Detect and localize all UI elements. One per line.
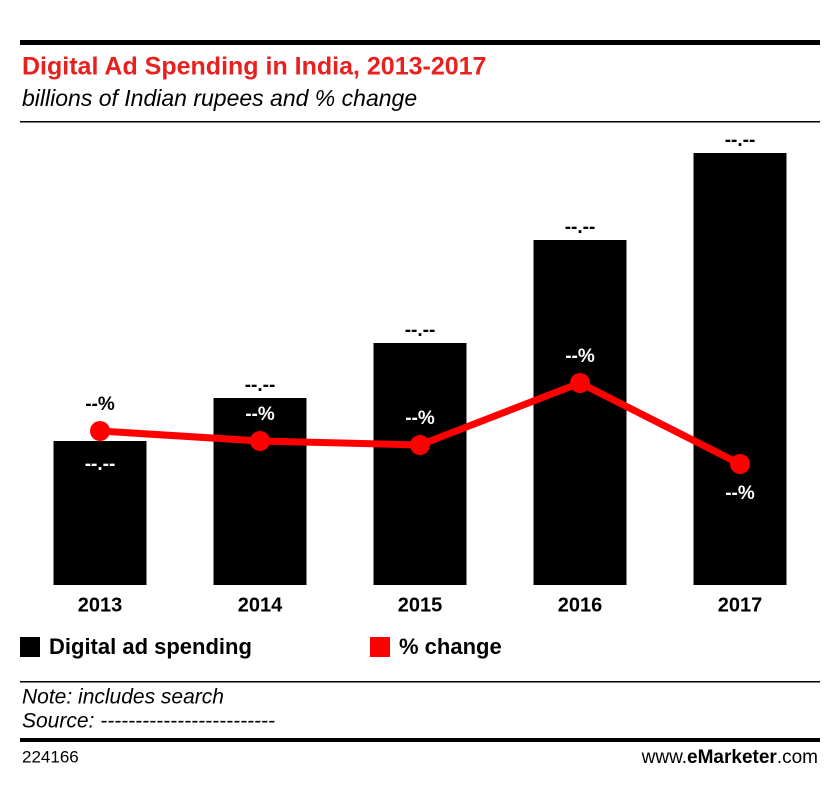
data-label: --% — [85, 394, 115, 415]
legend-swatch — [20, 637, 40, 657]
rule — [20, 681, 820, 683]
bar — [373, 343, 467, 585]
bottom-rule — [20, 738, 820, 742]
note: Note: includes search — [22, 686, 224, 709]
data-label: --.-- — [405, 320, 436, 341]
x-tick-label: 2013 — [78, 594, 123, 616]
footer-id: 224166 — [22, 747, 79, 766]
chart-subtitle: billions of Indian rupees and % change — [22, 85, 417, 111]
rule — [20, 121, 820, 123]
footer-suffix: .com — [777, 747, 818, 768]
legend-label: % change — [399, 634, 502, 659]
line-point — [570, 373, 590, 393]
x-tick-label: 2015 — [398, 594, 443, 616]
line-point — [410, 435, 430, 455]
data-label: --.-- — [245, 375, 276, 396]
source: Source: ------------------------- — [22, 710, 275, 733]
legend-swatch — [370, 637, 390, 657]
bar — [53, 441, 147, 585]
data-label: --% — [565, 346, 595, 367]
footer-brand: www.eMarketer.com — [641, 747, 818, 768]
data-label: --.-- — [725, 130, 756, 151]
line-point — [90, 421, 110, 441]
chart-title: Digital Ad Spending in India, 2013-2017 — [22, 53, 486, 81]
x-tick-label: 2017 — [718, 594, 763, 616]
line-point — [730, 454, 750, 474]
data-label: --% — [725, 483, 755, 504]
footer-brand-name: eMarketer — [687, 747, 777, 768]
data-label: --.-- — [565, 217, 596, 238]
bar — [693, 153, 787, 585]
data-label: --% — [245, 404, 275, 425]
bar — [213, 398, 307, 585]
bar — [533, 240, 627, 585]
x-tick-label: 2016 — [558, 594, 603, 616]
x-tick-label: 2014 — [238, 594, 283, 616]
data-label: --.-- — [85, 454, 116, 475]
data-label: --% — [405, 408, 435, 429]
line-point — [250, 431, 270, 451]
footer-prefix: www. — [641, 747, 687, 768]
top-rule — [20, 40, 820, 45]
legend-label: Digital ad spending — [49, 634, 252, 659]
